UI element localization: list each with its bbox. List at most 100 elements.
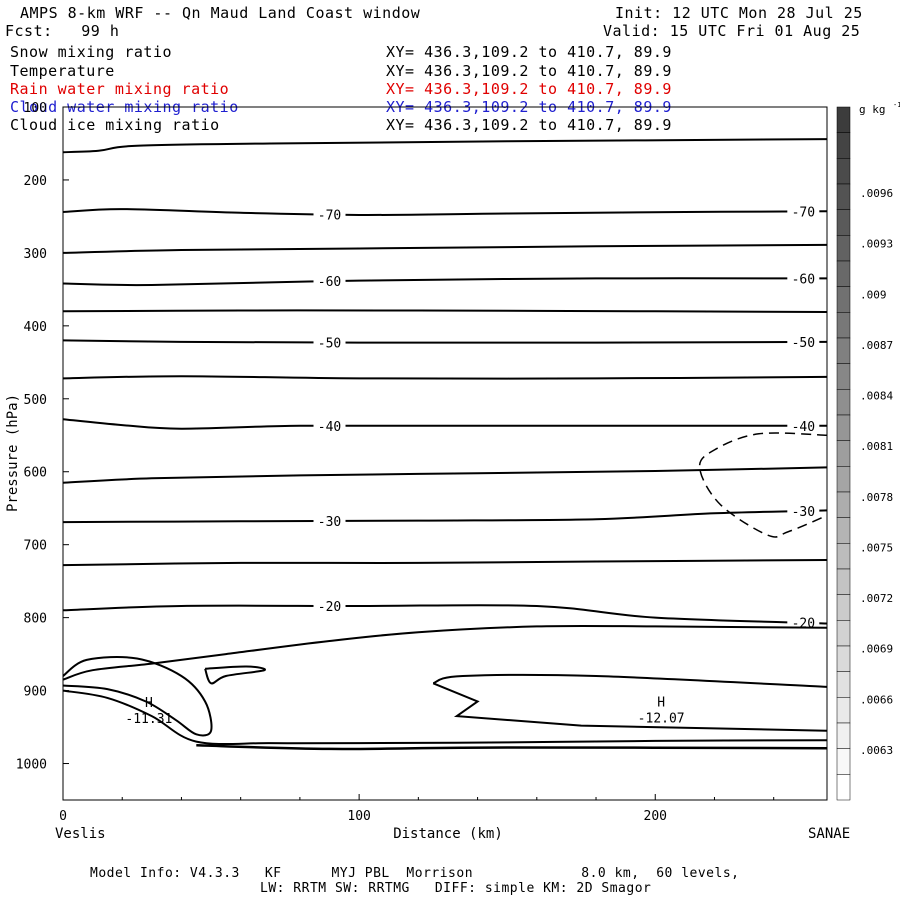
colorbar-cell	[836, 774, 851, 801]
colorbar-tick-label: .0078	[860, 491, 893, 504]
temperature-contour	[62, 277, 828, 287]
colorbar-units: g kg	[859, 103, 886, 116]
maximum-value: -12.07	[638, 711, 685, 726]
colorbar-cell	[836, 697, 851, 724]
contour-label-bg	[787, 417, 820, 433]
contour-label: -20	[318, 600, 341, 615]
colorbar-cell	[836, 183, 851, 210]
y-tick-label: 400	[24, 320, 47, 335]
colorbar-tick-label: .0063	[860, 744, 893, 757]
temperature-contour	[62, 375, 828, 380]
legend-label-rain: Rain water mixing ratio	[10, 80, 230, 98]
contour-label: -50	[318, 336, 341, 351]
colorbar-cell	[836, 363, 851, 390]
contour-label: -70	[318, 208, 341, 223]
contour-label: -70	[792, 205, 815, 220]
x-endpoint-right: SANAE	[808, 826, 850, 842]
legend-label-cloud-ice: Cloud ice mixing ratio	[10, 116, 220, 134]
colorbar-tick-label: .0084	[860, 390, 893, 403]
contour-label-bg	[313, 597, 346, 613]
temperature-contour	[62, 339, 828, 344]
legend-label-temperature: Temperature	[10, 62, 115, 80]
contour-label-bg	[313, 334, 346, 350]
colorbar-cell	[836, 620, 851, 647]
temperature-contour	[62, 624, 828, 681]
colorbar-cell	[836, 722, 851, 749]
surface-contour	[62, 689, 828, 746]
y-tick-label: 300	[24, 247, 47, 262]
contour-label: -30	[792, 505, 815, 520]
temperature-contour	[62, 243, 828, 254]
colorbar-cell	[836, 209, 851, 236]
colorbar-cell	[836, 671, 851, 698]
colorbar-units-exponent: -1	[893, 101, 900, 109]
colorbar-cell	[836, 260, 851, 287]
contour-label: -20	[792, 617, 815, 632]
dashed-contour	[698, 432, 828, 538]
contour-label-bg	[787, 203, 820, 219]
model-physics: LW: RRTM SW: RRTMG DIFF: simple KM: 2D S…	[260, 881, 652, 896]
y-tick-label: 1000	[16, 758, 47, 773]
legend-xy-cloud-ice: XY= 436.3,109.2 to 410.7, 89.9	[386, 116, 672, 134]
colorbar-tick-label: .0081	[860, 440, 893, 453]
colorbar-tick-label: .0072	[860, 592, 893, 605]
colorbar-cell	[836, 517, 851, 544]
colorbar-tick-label: .0096	[860, 187, 893, 200]
x-axis-label: Distance (km)	[393, 826, 503, 842]
y-tick-label: 600	[24, 466, 47, 481]
init-time: Init: 12 UTC Mon 28 Jul 25	[615, 4, 863, 22]
colorbar-cell	[836, 132, 851, 159]
terrain-line	[196, 744, 828, 751]
temperature-contour	[62, 509, 828, 524]
colorbar-cell	[836, 466, 851, 493]
colorbar-tick-label: .009	[860, 288, 887, 301]
contour-label-bg	[313, 206, 346, 222]
colorbar-tick-label: .0093	[860, 238, 893, 251]
y-axis-label: Pressure (hPa)	[5, 394, 21, 512]
contour-label-bg	[787, 614, 820, 630]
colorbar-tick-label: .0075	[860, 541, 893, 554]
maximum-marker: H	[145, 696, 153, 711]
y-tick-label: 200	[24, 174, 47, 189]
legend-xy-temperature: XY= 436.3,109.2 to 410.7, 89.9	[386, 62, 672, 80]
x-endpoint-left: Veslis	[55, 826, 106, 842]
colorbar-tick-label: .0066	[860, 693, 893, 706]
low-level-contour	[432, 673, 828, 688]
colorbar-cell	[836, 106, 851, 133]
x-tick-label: 0	[59, 809, 67, 824]
low-level-contour	[62, 655, 213, 737]
colorbar-cell	[836, 440, 851, 467]
colorbar-tick-label: .0087	[860, 339, 893, 352]
temperature-contour	[62, 418, 827, 430]
contour-label: -30	[318, 515, 341, 530]
legend-label-snow: Snow mixing ratio	[10, 43, 173, 61]
maximum-marker: H	[657, 695, 665, 710]
colorbar-tick-label: .0069	[860, 643, 893, 656]
contour-label: -40	[318, 420, 341, 435]
y-tick-label: 100	[24, 101, 47, 116]
temperature-contour	[62, 559, 828, 567]
colorbar-cell	[836, 568, 851, 595]
contour-label: -40	[792, 420, 815, 435]
contour-label-bg	[313, 417, 346, 433]
colorbar-cell	[836, 337, 851, 364]
closed-contour	[204, 665, 267, 685]
colorbar-cell	[836, 594, 851, 621]
x-tick-label: 200	[644, 809, 667, 824]
y-tick-label: 900	[24, 685, 47, 700]
colorbar-cell	[836, 312, 851, 339]
contour-label-bg	[787, 503, 820, 519]
model-info: Model Info: V4.3.3 KF MYJ PBL Morrison 8…	[90, 866, 740, 881]
plot-frame	[62, 106, 828, 801]
colorbar-cell	[836, 158, 851, 185]
temperature-contour	[62, 138, 828, 154]
forecast-hour: Fcst: 99 h	[5, 22, 120, 40]
contour-label-bg	[313, 273, 346, 289]
temperature-contour	[62, 208, 828, 217]
legend-xy-snow: XY= 436.3,109.2 to 410.7, 89.9	[386, 43, 672, 61]
y-tick-label: 800	[24, 612, 47, 627]
colorbar-cell	[836, 748, 851, 775]
maximum-value: -11.31	[125, 712, 172, 727]
colorbar-cell	[836, 414, 851, 441]
